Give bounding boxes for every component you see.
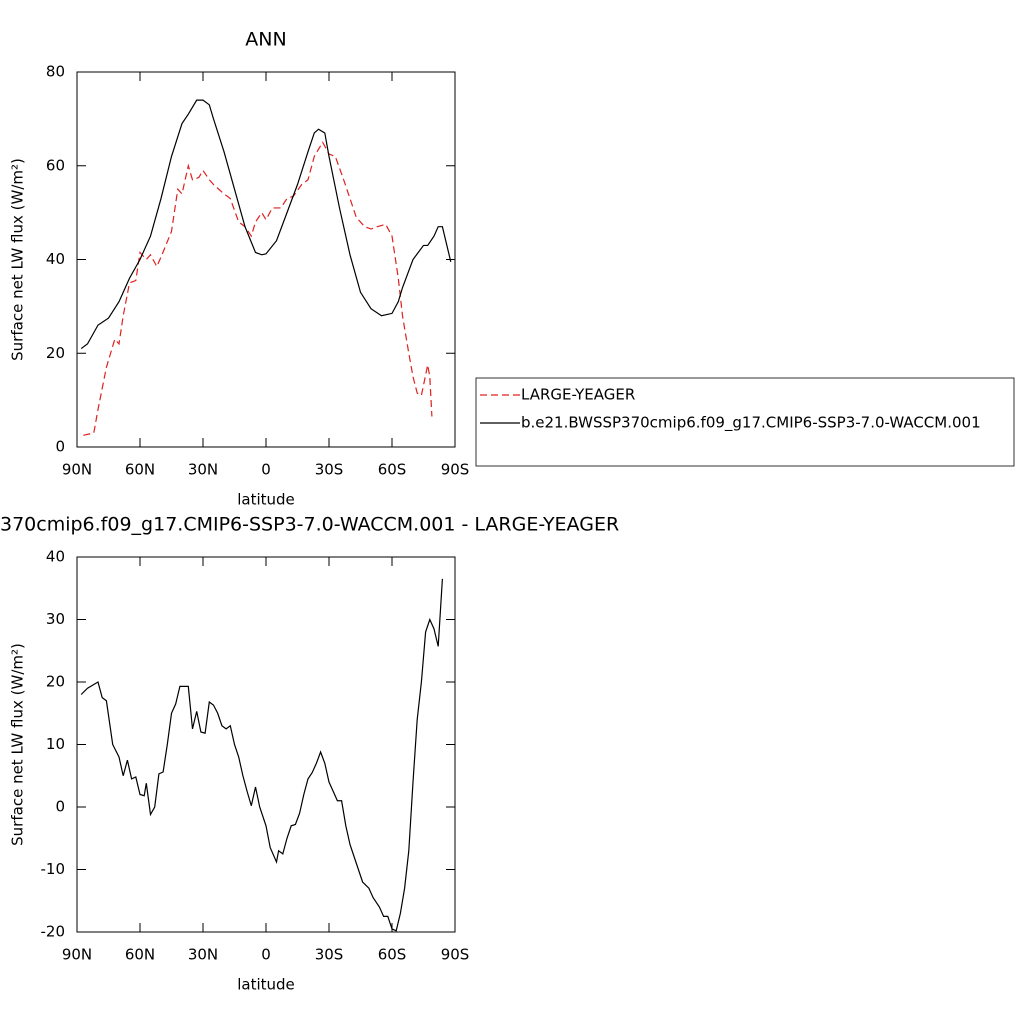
y-tick-label: 60 (46, 156, 65, 174)
x-tick-label: 60N (125, 946, 155, 964)
legend-label: b.e21.BWSSP370cmip6.f09_g17.CMIP6-SSP3-7… (521, 414, 981, 433)
data-line (80, 99, 452, 350)
y-tick-label: 30 (46, 610, 65, 628)
legend-box (475, 377, 1015, 467)
x-tick-label: 60N (125, 461, 155, 479)
y-tick-label: 80 (46, 63, 65, 81)
x-tick-label: 0 (261, 461, 271, 479)
chart-title: 370cmip6.f09_g17.CMIP6-SSP3-7.0-WACCM.00… (0, 514, 619, 536)
y-tick-label: -10 (41, 860, 66, 878)
x-tick-label: 90S (441, 946, 470, 964)
data-line (80, 578, 443, 932)
y-tick-label: 10 (46, 735, 65, 753)
x-axis-label: latitude (237, 976, 295, 994)
x-tick-label: 60S (378, 946, 407, 964)
y-tick-label: 20 (46, 344, 65, 362)
data-line (83, 141, 433, 436)
plot-frame (76, 556, 456, 933)
x-tick-label: 90N (62, 461, 92, 479)
y-tick-label: 0 (55, 438, 65, 456)
y-tick-label: 0 (55, 798, 65, 816)
x-tick-label: 90N (62, 946, 92, 964)
x-tick-label: 30S (315, 946, 344, 964)
x-tick-label: 30S (315, 461, 344, 479)
x-tick-label: 60S (378, 461, 407, 479)
x-axis-label: latitude (237, 491, 295, 509)
y-tick-label: 40 (46, 250, 65, 268)
y-tick-label: 40 (46, 548, 65, 566)
y-axis-label: Surface net LW flux (W/m²) (9, 643, 27, 846)
chart-title: ANN (245, 29, 286, 51)
plot-frame (76, 71, 456, 448)
x-tick-label: 0 (261, 946, 271, 964)
x-tick-label: 30N (188, 461, 218, 479)
x-tick-label: 90S (441, 461, 470, 479)
y-tick-label: -20 (41, 923, 66, 941)
legend-label: LARGE-YEAGER (521, 386, 635, 404)
y-axis-label: Surface net LW flux (W/m²) (9, 158, 27, 361)
x-tick-label: 30N (188, 946, 218, 964)
y-tick-label: 20 (46, 673, 65, 691)
